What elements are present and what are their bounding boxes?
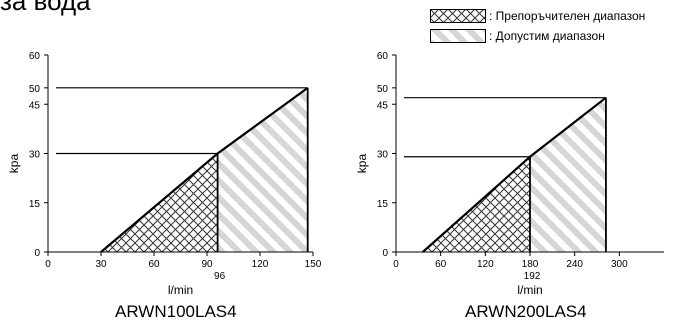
chart-1: 0 15 30 45 50 60 0 30 60 90 120 150 96 l/min kpa (7, 51, 322, 297)
page-title: за вода (0, 0, 91, 16)
y-tick-label: 0 (34, 248, 40, 259)
model-label-1: ARWN100LAS4 (115, 302, 237, 321)
legend-allowed-label: : Допустим диапазон (489, 29, 605, 43)
y-tick-label: 60 (29, 51, 41, 62)
legend: : Препоръчителен диапазон : Допустим диа… (430, 6, 645, 46)
pressure-curve (100, 86, 309, 253)
y-tick-label: 45 (29, 100, 41, 111)
allowed-region (530, 97, 606, 252)
y-tick-label: 30 (377, 150, 389, 161)
legend-allowed: : Допустим диапазон (430, 26, 645, 46)
y-tick-label: 45 (377, 100, 389, 111)
y-tick-label: 30 (29, 150, 41, 161)
extra-x-label: 192 (524, 271, 541, 282)
y-tick-label: 50 (29, 84, 41, 95)
x-tick-label: 90 (201, 259, 213, 270)
x-tick-label: 120 (252, 259, 269, 270)
y-tick-label: 60 (377, 51, 389, 62)
model-label-2: ARWN200LAS4 (465, 302, 587, 321)
x-tick-label: 300 (611, 259, 628, 270)
x-tick-label: 60 (148, 259, 160, 270)
diagonal-swatch-icon (430, 29, 486, 43)
x-tick-label: 240 (566, 259, 583, 270)
x-axis-label: l/min (517, 283, 542, 297)
x-tick-label: 60 (435, 259, 447, 270)
y-axis-label: kpa (7, 154, 21, 174)
x-tick-label: 30 (95, 259, 107, 270)
y-tick-label: 15 (377, 199, 389, 210)
extra-x-label: 96 (214, 271, 226, 282)
x-axis-label: l/min (168, 283, 193, 297)
y-tick-label: 15 (29, 199, 41, 210)
crosshatch-swatch-icon (430, 9, 486, 23)
y-axis-label: kpa (355, 154, 369, 174)
y-tick-label: 50 (377, 84, 389, 95)
x-tick-label: 120 (477, 259, 494, 270)
x-tick-label: 180 (522, 259, 539, 270)
allowed-region (217, 87, 308, 252)
legend-recommended: : Препоръчителен диапазон (430, 6, 645, 26)
y-tick-label: 0 (382, 248, 388, 259)
x-tick-label: 150 (305, 259, 322, 270)
x-tick-label: 0 (393, 259, 399, 270)
pressure-curve (422, 96, 607, 253)
legend-recommended-label: : Препоръчителен диапазон (489, 9, 646, 23)
x-tick-label: 0 (45, 259, 51, 270)
